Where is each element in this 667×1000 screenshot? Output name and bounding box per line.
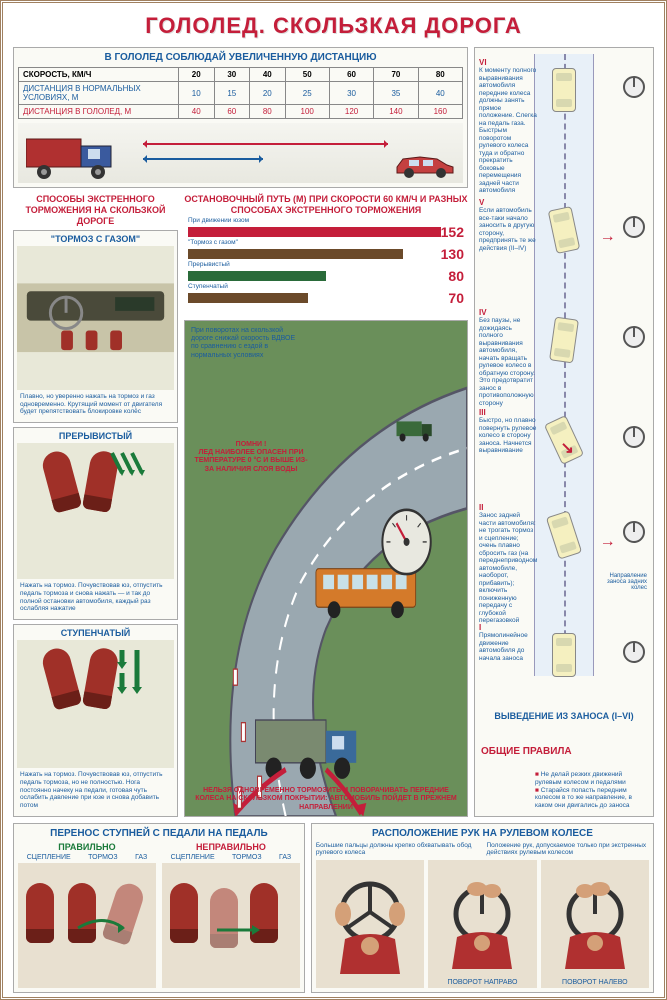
skid-step: IIIБыстро, но плавно повернуть рулевое к… [479,408,537,455]
skid-column: VIК моменту полного выравнивания автомоб… [474,47,654,817]
table-row-ice: ДИСТАНЦИЯ В ГОЛОЛЕД, М 40 60 80 100 120 … [19,105,463,119]
skid-footer-title: ВЫВЕДЕНИЕ ИЗ ЗАНОСА (I–VI) [475,711,653,721]
skid-step: IПрямолинейное движение автомобиля до на… [479,623,537,662]
speed-label: СКОРОСТЬ, КМ/Ч [19,68,179,82]
steering-wheel-icon [623,76,645,98]
skid-step: VЕсли автомобиль все-таки начало заносит… [479,198,537,252]
distance-table: СКОРОСТЬ, КМ/Ч 20 30 40 50 60 70 80 ДИСТ… [18,67,463,119]
hands-box: РАСПОЛОЖЕНИЕ РУК НА РУЛЕВОМ КОЛЕСЕ Больш… [311,823,654,993]
stop-bar [188,249,403,259]
steering-wheel-icon [623,426,645,448]
brake-card-gas: "ТОРМОЗ С ГАЗОМ" Плавн [13,230,178,423]
pedal-labels: СЦЕПЛЕНИЕ ТОРМОЗ ГАЗ [162,854,300,861]
vehicle-diagram [18,123,463,183]
pedal-correct-illustration [18,863,156,988]
stopping-column: ОСТАНОВОЧНЫЙ ПУТЬ (М) ПРИ СКОРОСТИ 60 КМ… [184,194,468,817]
skid-step: IIЗанос задней части автомобиля: не трог… [479,503,537,625]
hand-label: ПОВОРОТ НАЛЕВО [541,979,649,986]
skid-direction-arrow: ↘ [560,438,573,458]
truck-icon [26,134,136,179]
stop-bar-row: При движении юзом 152 [188,224,464,240]
hands-title: РАСПОЛОЖЕНИЕ РУК НА РУЛЕВОМ КОЛЕСЕ [316,828,649,839]
pedal-incorrect-illustration [162,863,300,988]
table-row-normal: ДИСТАНЦИЯ В НОРМАЛЬНЫХ УСЛОВИЯХ, М 10 15… [19,82,463,105]
steering-wheel-icon [623,216,645,238]
stopping-title: ОСТАНОВОЧНЫЙ ПУТЬ (М) ПРИ СКОРОСТИ 60 КМ… [184,194,468,216]
skid-extra-label: Направление заноса задних колес [597,573,647,591]
brake-desc: Нажать на тормоз. Почувствовав юз, отпус… [17,768,174,813]
ice-label: ДИСТАНЦИЯ В ГОЛОЛЕД, М [19,105,179,119]
rules-title: ОБЩИЕ ПРАВИЛА [481,746,572,758]
correct-label: ПРАВИЛЬНО [18,842,156,852]
ice-distance-arrow [143,143,388,145]
shoe-stepped-illustration [17,640,174,768]
braking-column: СПОСОБЫ ЭКСТРЕННОГО ТОРМОЖЕНИЯ НА СКОЛЬЗ… [13,194,178,817]
steering-wheel-icon [623,326,645,348]
brake-desc: Нажать на тормоз. Почувствовав юз, отпус… [17,579,174,616]
pedal-incorrect: НЕПРАВИЛЬНО СЦЕПЛЕНИЕ ТОРМОЗ ГАЗ [162,842,300,988]
pedal-row: ПРАВИЛЬНО СЦЕПЛЕНИЕ ТОРМОЗ ГАЗ [18,842,300,988]
poster-title: ГОЛОЛЕД. СКОЛЬЗКАЯ ДОРОГА [13,13,654,39]
left-column: В ГОЛОЛЕД СОБЛЮДАЙ УВЕЛИЧЕННУЮ ДИСТАНЦИЮ… [13,47,468,817]
hands-row: ПОВОРОТ НАПРАВО ПОВОРОТ НАЛЕВО [316,860,649,988]
skid-step: IVБез паузы, не дожидаясь полного выравн… [479,308,537,407]
brake-card-intermittent: ПРЕРЫВИСТЫЙ Нажать на тормоз. Почувствов… [13,427,178,620]
stop-bar-row: "Тормоз с газом" 130 [188,246,464,262]
brake-card-title: СТУПЕНЧАТЫЙ [17,628,174,638]
incorrect-label: НЕПРАВИЛЬНО [162,842,300,852]
skid-direction-arrow: → [600,228,616,246]
stop-bar [188,271,326,281]
hands-desc: Большие пальцы должны крепко обхватывать… [316,842,649,857]
mid-row: СПОСОБЫ ЭКСТРЕННОГО ТОРМОЖЕНИЯ НА СКОЛЬЗ… [13,194,468,817]
bottom-warning: НЕЛЬЗЯ ОДНОВРЕМЕННО ТОРМОЗИТЬ И ПОВОРАЧИ… [191,787,461,812]
stop-bar-row: Прерывистый 80 [188,268,464,284]
steering-wheel-icon [623,641,645,663]
brake-card-title: "ТОРМОЗ С ГАЗОМ" [17,234,174,244]
car-icon [395,151,455,179]
skid-step: VIК моменту полного выравнивания автомоб… [479,58,537,194]
steering-wheel-icon [623,521,645,543]
distance-title: В ГОЛОЛЕД СОБЛЮДАЙ УВЕЛИЧЕННУЮ ДИСТАНЦИЮ [18,52,463,63]
road-scene: При поворотах на скользкой дороге снижай… [184,320,468,817]
shoe-intermittent-illustration [17,443,174,579]
dashboard-illustration [17,246,174,389]
road-note: При поворотах на скользкой дороге снижай… [191,327,301,361]
skid-direction-arrow: → [600,533,616,551]
table-row-speed: СКОРОСТЬ, КМ/Ч 20 30 40 50 60 70 80 [19,68,463,82]
main-content: В ГОЛОЛЕД СОБЛЮДАЙ УВЕЛИЧЕННУЮ ДИСТАНЦИЮ… [13,47,654,817]
braking-title: СПОСОБЫ ЭКСТРЕННОГО ТОРМОЖЕНИЯ НА СКОЛЬЗ… [13,194,178,226]
normal-label: ДИСТАНЦИЯ В НОРМАЛЬНЫХ УСЛОВИЯХ, М [19,82,179,105]
stop-bar-row: Ступенчатый 70 [188,290,464,306]
pedal-correct: ПРАВИЛЬНО СЦЕПЛЕНИЕ ТОРМОЗ ГАЗ [18,842,156,988]
brake-card-title: ПРЕРЫВИСТЫЙ [17,431,174,441]
hand-cell-right: ПОВОРОТ НАПРАВО [428,860,536,988]
distance-block: В ГОЛОЛЕД СОБЛЮДАЙ УВЕЛИЧЕННУЮ ДИСТАНЦИЮ… [13,47,468,188]
skid-car-icon [552,68,576,112]
stopping-chart: При движении юзом 152 "Тормоз с газом" 1… [184,220,468,316]
hand-label: ПОВОРОТ НАПРАВО [428,979,536,986]
brake-card-stepped: СТУПЕНЧАТЫЙ Нажать на тормоз. Почувствов… [13,624,178,817]
normal-distance-arrow [143,158,263,160]
skid-car-icon [552,633,576,677]
hand-cell-basic [316,860,424,988]
skid-lane [534,54,594,676]
brake-desc: Плавно, но уверенно нажать на тормоз и г… [17,390,174,419]
remember-block: ПОМНИ ! ЛЕД НАИБОЛЕЕ ОПАСЕН ПРИ ТЕМПЕРАТ… [191,441,311,475]
pedal-labels: СЦЕПЛЕНИЕ ТОРМОЗ ГАЗ [18,854,156,861]
stop-bar [188,227,441,237]
pedals-title: ПЕРЕНОС СТУПНЕЙ С ПЕДАЛИ НА ПЕДАЛЬ [18,828,300,839]
bottom-row: ПЕРЕНОС СТУПНЕЙ С ПЕДАЛИ НА ПЕДАЛЬ ПРАВИ… [13,823,654,993]
pedals-box: ПЕРЕНОС СТУПНЕЙ С ПЕДАЛИ НА ПЕДАЛЬ ПРАВИ… [13,823,305,993]
stop-bar [188,293,308,303]
rules-text: ■ Не делай резких движений рулевым колес… [535,771,649,810]
hand-cell-left: ПОВОРОТ НАЛЕВО [541,860,649,988]
